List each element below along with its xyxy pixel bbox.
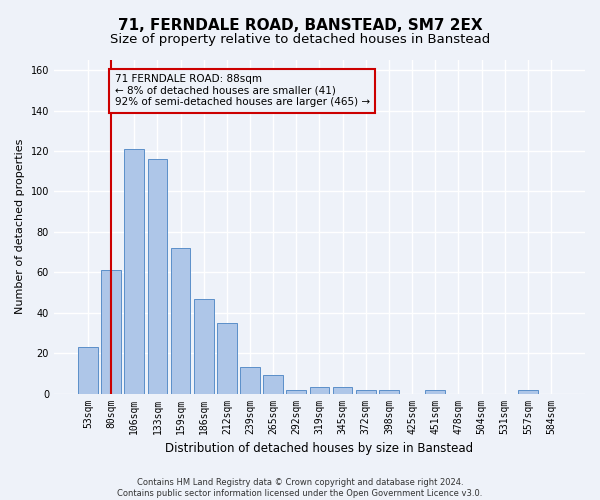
Bar: [101, 270, 121, 394]
Bar: [124, 149, 144, 394]
Text: 71, FERNDALE ROAD, BANSTEAD, SM7 2EX: 71, FERNDALE ROAD, BANSTEAD, SM7 2EX: [118, 18, 482, 32]
Y-axis label: Number of detached properties: Number of detached properties: [15, 139, 25, 314]
Bar: [217, 323, 236, 394]
Bar: [518, 390, 538, 394]
Bar: [425, 390, 445, 394]
Bar: [170, 248, 190, 394]
Bar: [286, 390, 306, 394]
Text: 71 FERNDALE ROAD: 88sqm
← 8% of detached houses are smaller (41)
92% of semi-det: 71 FERNDALE ROAD: 88sqm ← 8% of detached…: [115, 74, 370, 108]
Bar: [379, 390, 399, 394]
Bar: [310, 388, 329, 394]
X-axis label: Distribution of detached houses by size in Banstead: Distribution of detached houses by size …: [166, 442, 473, 455]
Text: Size of property relative to detached houses in Banstead: Size of property relative to detached ho…: [110, 32, 490, 46]
Bar: [78, 347, 98, 394]
Bar: [333, 388, 352, 394]
Bar: [356, 390, 376, 394]
Bar: [148, 159, 167, 394]
Text: Contains HM Land Registry data © Crown copyright and database right 2024.
Contai: Contains HM Land Registry data © Crown c…: [118, 478, 482, 498]
Bar: [194, 298, 214, 394]
Bar: [263, 376, 283, 394]
Bar: [240, 368, 260, 394]
